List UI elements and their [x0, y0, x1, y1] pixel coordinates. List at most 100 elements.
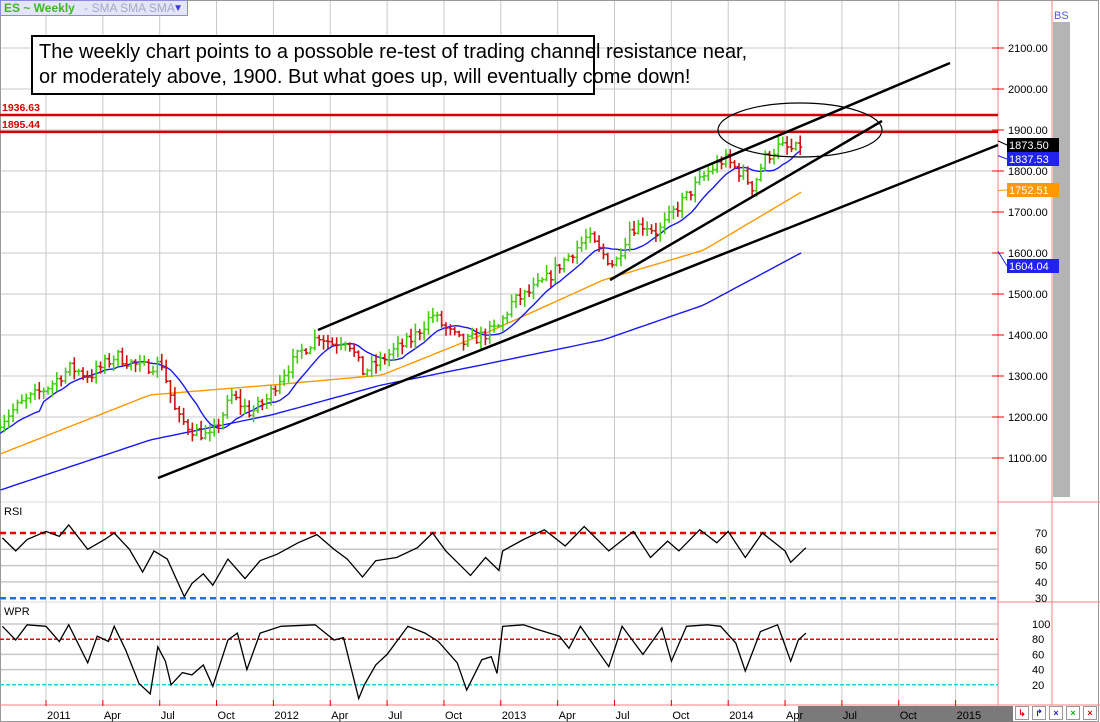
- ohlc-bar: [645, 221, 650, 237]
- ohlc-bar: [623, 237, 628, 260]
- price-axis-label: 2000.00: [1008, 84, 1048, 96]
- ohlc-bar: [627, 221, 632, 252]
- ohlc-bar: [185, 418, 190, 435]
- ohlc-bar: [653, 222, 658, 242]
- grid: [0, 0, 998, 705]
- ohlc-bar: [334, 337, 339, 354]
- zoom-green-button[interactable]: ×: [1066, 706, 1080, 720]
- ohlc-bar: [535, 273, 540, 288]
- ohlc-bar: [2, 414, 7, 433]
- time-axis-label: Oct: [900, 710, 917, 722]
- ohlc-bar: [28, 391, 33, 404]
- wpr-axis-label: 20: [1032, 680, 1044, 692]
- wpr-axis-label: 80: [1032, 634, 1044, 646]
- ohlc-bar: [544, 265, 549, 282]
- annotation-line-2: or moderately above, 1900. But what goes…: [39, 66, 691, 88]
- ohlc-bar: [107, 353, 112, 368]
- arrow-down-left-button[interactable]: ↳: [1015, 706, 1029, 720]
- ohlc-bar: [234, 390, 239, 401]
- ohlc-bar: [395, 335, 400, 358]
- ohlc-bar: [688, 190, 693, 201]
- chart-toolbar: ↳ ↱ × × ×: [1015, 706, 1097, 720]
- rsi-axis-label: 50: [1035, 561, 1047, 573]
- ohlc-bar: [527, 284, 532, 297]
- annotation-line-1: The weekly chart points to a possoble re…: [39, 41, 748, 63]
- resistance-level-label: 1895.44: [2, 119, 40, 131]
- wedge-support-line[interactable]: [609, 119, 883, 282]
- resistance-ellipse[interactable]: [717, 102, 883, 158]
- symbol-header[interactable]: ES ~ Weekly - SMA SMA SMA ▼: [0, 0, 188, 16]
- price-axis-label: 1200.00: [1008, 412, 1048, 424]
- ohlc-bar: [798, 135, 803, 155]
- ohlc-bar: [247, 400, 252, 418]
- ohlc-bar: [767, 150, 772, 164]
- price-tag-bg: [1007, 183, 1059, 197]
- future-range-shade: [798, 706, 1013, 722]
- ohlc-bar: [632, 221, 637, 236]
- ohlc-bar: [758, 163, 763, 182]
- arrow-up-right-button[interactable]: ↱: [1032, 706, 1046, 720]
- symbol-label: ES ~ Weekly: [4, 1, 75, 15]
- ohlc-bar: [286, 365, 291, 383]
- close-red-button[interactable]: ×: [1083, 706, 1097, 720]
- ohlc-bar: [771, 148, 776, 165]
- ohlc-bar: [365, 368, 370, 377]
- ohlc-bar: [522, 289, 527, 307]
- rsi-panel: RSI 70 60 50 40 30: [0, 506, 1047, 605]
- indicator-list: - SMA SMA SMA: [84, 1, 175, 15]
- time-axis-label: 2015: [957, 710, 981, 722]
- ohlc-bar: [225, 394, 230, 419]
- time-axis-label: Apr: [786, 710, 803, 722]
- ohlc-bar: [19, 394, 24, 405]
- ohlc-bar: [85, 370, 90, 383]
- corner-label: BS: [1054, 10, 1069, 22]
- ohlc-bar: [137, 354, 142, 372]
- ohlc-bar: [435, 311, 440, 322]
- ohlc-bar: [229, 388, 234, 405]
- ohlc-bar: [343, 341, 348, 351]
- ohlc-bar: [548, 270, 553, 288]
- ohlc-bar: [531, 277, 536, 300]
- ohlc-bar: [242, 398, 247, 415]
- ohlc-bar: [37, 381, 42, 400]
- wpr-axis-label: 100: [1032, 619, 1050, 631]
- ohlc-bar: [737, 162, 742, 182]
- ohlc-bar: [155, 356, 160, 378]
- ohlc-bar: [238, 389, 243, 415]
- rsi-axis-label: 70: [1035, 528, 1047, 540]
- ohlc-bar: [116, 349, 121, 367]
- ohlc-bar: [312, 329, 317, 351]
- price-axis-label: 1900.00: [1008, 125, 1048, 137]
- ohlc-bar: [465, 333, 470, 348]
- ohlc-bar: [400, 338, 405, 355]
- wpr-line: [1, 623, 807, 701]
- ohlc-bar: [273, 385, 278, 397]
- ohlc-bar: [317, 334, 322, 346]
- ohlc-bar: [63, 367, 68, 384]
- ohlc-bar: [728, 149, 733, 169]
- ohlc-bar: [11, 403, 16, 423]
- ohlc-bar: [610, 259, 615, 268]
- chevron-down-icon[interactable]: ▼: [173, 3, 183, 14]
- ohlc-bar: [583, 228, 588, 250]
- ohlc-bar: [732, 160, 737, 170]
- price-axis-label: 1400.00: [1008, 330, 1048, 342]
- ohlc-bar: [478, 326, 483, 350]
- ohlc-bar: [640, 217, 645, 236]
- ohlc-bar: [295, 349, 300, 364]
- zoom-blue-button[interactable]: ×: [1049, 706, 1063, 720]
- ohlc-bar: [102, 354, 107, 374]
- ohlc-bar: [579, 236, 584, 252]
- ohlc-bar: [360, 356, 365, 376]
- sma-mid-line: [0, 191, 802, 455]
- price-tag-bg: [1007, 152, 1059, 166]
- ohlc-bar: [264, 393, 269, 410]
- lower-channel-line[interactable]: [157, 143, 999, 480]
- ohlc-bar: [46, 386, 51, 395]
- trendlines[interactable]: [157, 61, 999, 480]
- sma-slow-line: [0, 252, 802, 491]
- ohlc-bar: [614, 256, 619, 267]
- time-axis-label: Oct: [672, 710, 689, 722]
- wpr-axis-label: 40: [1032, 665, 1044, 677]
